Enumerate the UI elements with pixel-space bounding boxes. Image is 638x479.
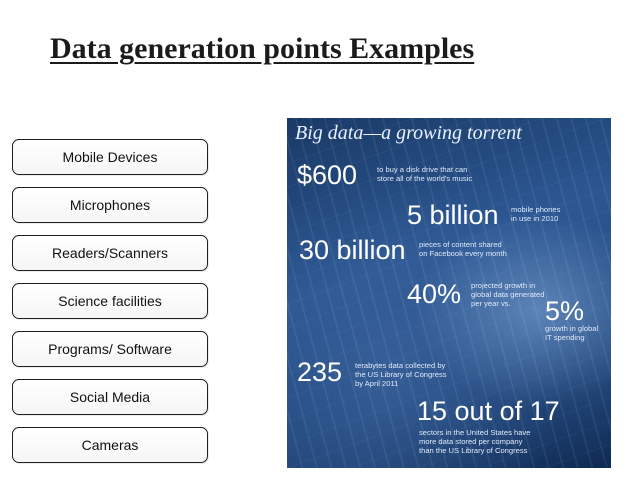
slide-title: Data generation points Examples <box>50 32 475 65</box>
stat-figure-5-percent: 5% <box>545 296 585 326</box>
stat-caption-5-billion: mobile phones in use in 2010 <box>511 205 561 224</box>
stat-caption-235: terabytes data collected by the US Libra… <box>355 361 447 389</box>
stat-figure-40-percent: 40% <box>407 279 462 309</box>
infographic-headline: Big data—a growing torrent <box>295 122 522 144</box>
infographic-background <box>287 118 611 468</box>
stat-figure-15-of-17: 15 out of 17 <box>417 396 560 426</box>
stat-figure-600: $600 <box>297 160 358 190</box>
source-readers-scanners: Readers/Scanners <box>12 235 208 271</box>
stat-caption-600: to buy a disk drive that can store all o… <box>377 165 473 184</box>
stat-figure-5-billion: 5 billion <box>407 200 499 230</box>
stat-caption-30-billion: pieces of content shared on Facebook eve… <box>419 240 507 259</box>
stat-figure-30-billion: 30 billion <box>299 235 406 265</box>
stat-caption-40-percent: projected growth in global data generate… <box>471 281 545 309</box>
source-cameras: Cameras <box>12 427 208 463</box>
big-data-infographic: Big data—a growing torrent $600 to buy a… <box>287 118 611 468</box>
stat-caption-15-of-17: sectors in the United States have more d… <box>419 428 531 456</box>
source-mobile-devices: Mobile Devices <box>12 139 208 175</box>
source-social-media: Social Media <box>12 379 208 415</box>
source-programs-software: Programs/ Software <box>12 331 208 367</box>
stat-caption-5-percent: growth in global IT spending <box>545 324 599 343</box>
source-science-facilities: Science facilities <box>12 283 208 319</box>
stat-figure-235: 235 <box>297 357 343 387</box>
source-microphones: Microphones <box>12 187 208 223</box>
